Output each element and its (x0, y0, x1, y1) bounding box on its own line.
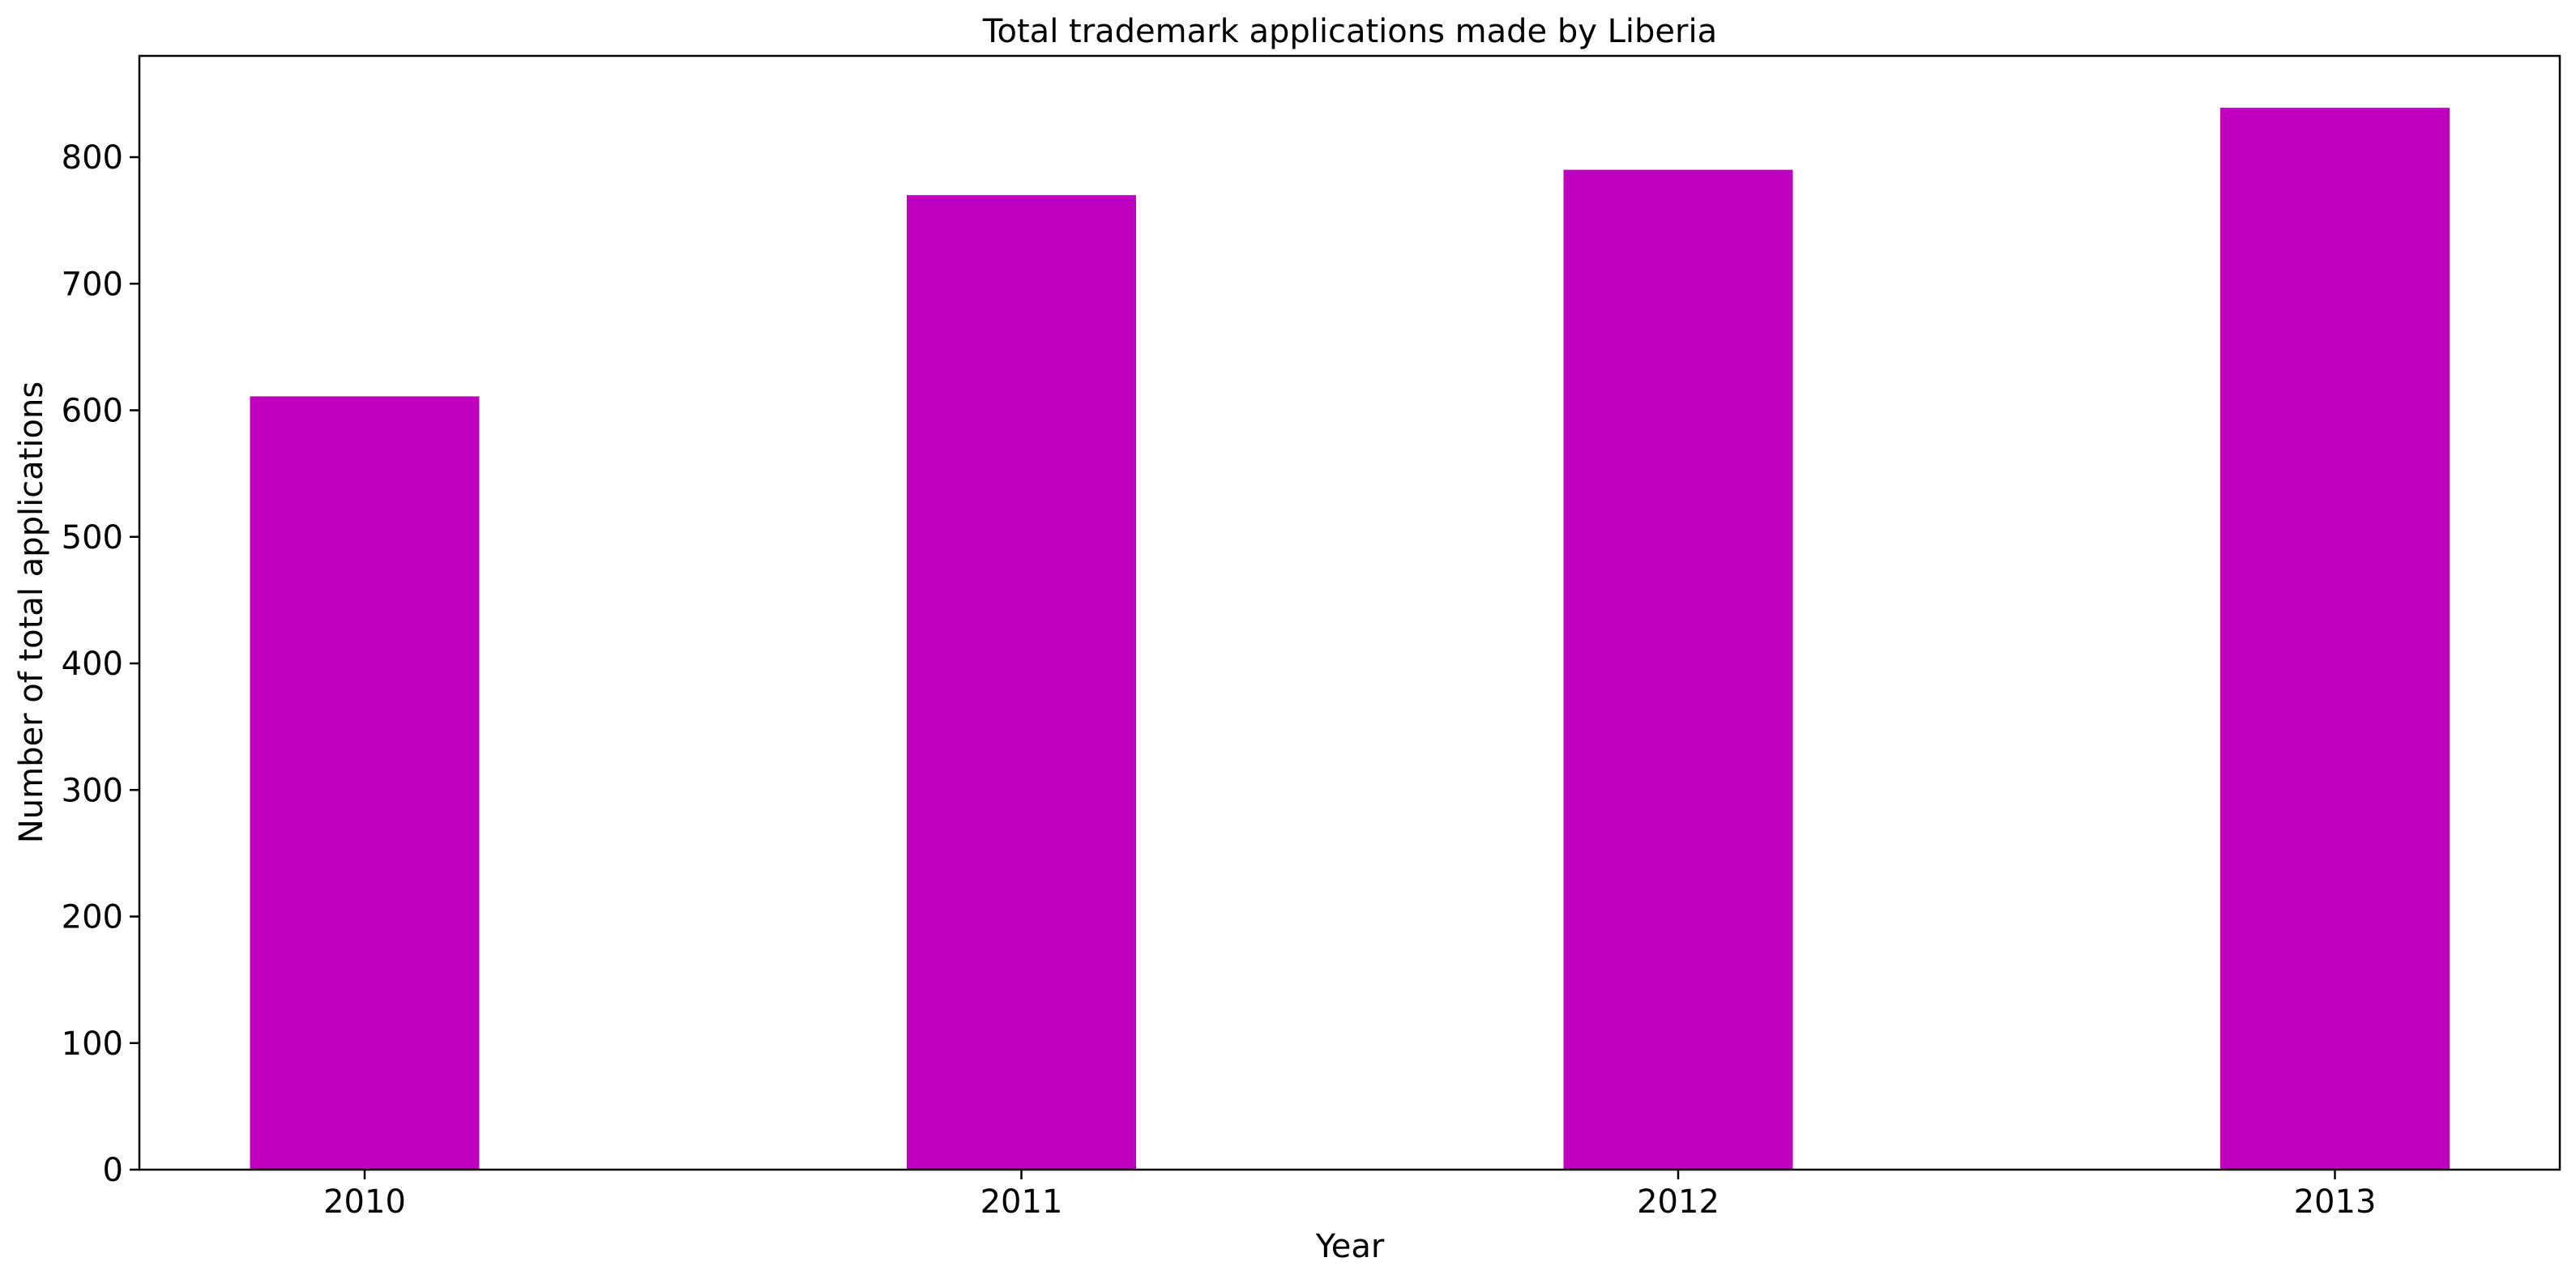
bar-2013 (2220, 108, 2450, 1170)
y-tick-label-600: 600 (62, 393, 123, 430)
y-axis: 0 100 200 300 400 500 600 700 800 (62, 139, 139, 1189)
x-axis: 2010 2011 2012 2013 (323, 1170, 2376, 1221)
y-tick-label-200: 200 (62, 899, 123, 936)
y-tick-label-800: 800 (62, 139, 123, 177)
y-tick-label-300: 300 (62, 772, 123, 809)
y-tick-label-500: 500 (62, 519, 123, 556)
y-axis-label: Number of total applications (13, 382, 50, 843)
bar-2012 (1563, 169, 1793, 1170)
y-tick-label-0: 0 (103, 1152, 123, 1189)
x-tick-label-2013: 2013 (2294, 1183, 2377, 1221)
x-tick-label-2010: 2010 (323, 1183, 406, 1221)
bar-2010 (250, 396, 480, 1170)
y-tick-label-100: 100 (62, 1025, 123, 1063)
y-tick-label-700: 700 (62, 266, 123, 303)
x-axis-label: Year (1315, 1228, 1385, 1265)
x-tick-label-2012: 2012 (1637, 1183, 1719, 1221)
y-tick-label-400: 400 (62, 646, 123, 683)
x-tick-label-2011: 2011 (980, 1183, 1063, 1221)
bars-group (250, 108, 2450, 1170)
plot-frame (138, 54, 2561, 1171)
bar-2011 (907, 194, 1136, 1170)
chart-title: Total trademark applications made by Lib… (982, 13, 1717, 50)
